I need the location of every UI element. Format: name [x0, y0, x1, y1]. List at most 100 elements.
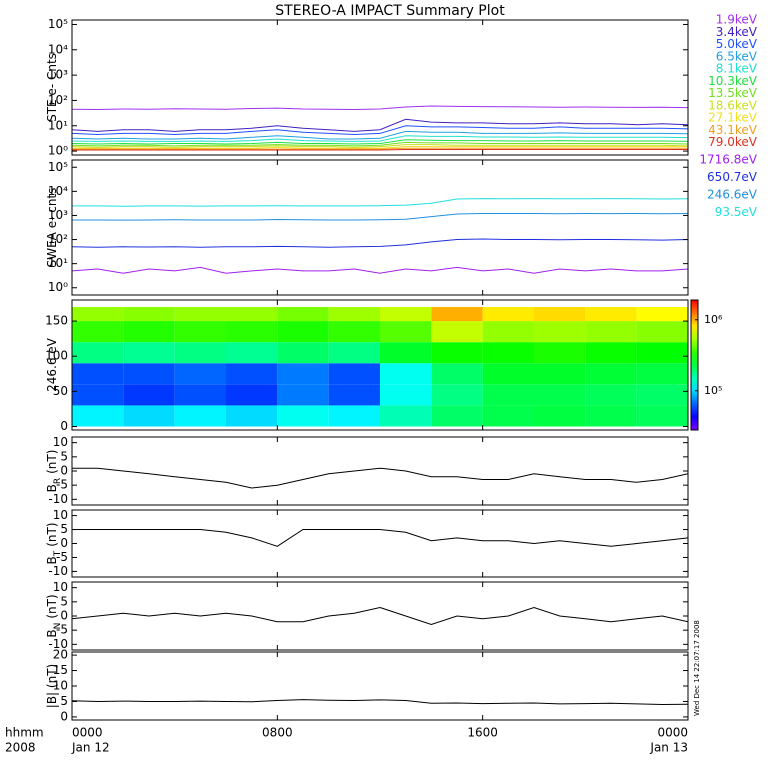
heat-cell	[226, 342, 278, 364]
title: STEREO-A IMPACT Summary Plot	[275, 3, 505, 19]
y-axis-label: BT (nT)	[45, 522, 63, 564]
heat-cell	[431, 405, 483, 427]
y-tick-label: 10¹	[48, 118, 68, 132]
panel-frame	[71, 299, 689, 431]
y-tick-label: -10	[48, 637, 68, 651]
heat-cell	[636, 342, 688, 364]
y-tick-label: 10¹	[48, 256, 68, 270]
legend-label: 27.1keV	[708, 111, 758, 125]
x-tick-label: 1600	[467, 726, 498, 740]
x-axis-label: hhmm	[5, 726, 44, 740]
heat-cell	[328, 307, 380, 322]
heat-cell	[277, 342, 329, 364]
heat-cell	[226, 307, 278, 322]
y-label-sub: N	[53, 623, 63, 630]
y-label-text: B	[45, 629, 59, 637]
y-tick-label: 0	[60, 709, 68, 723]
heat-cell	[380, 321, 432, 343]
heat-cell	[534, 307, 586, 322]
y-tick-label: -10	[48, 564, 68, 578]
heat-cell	[72, 405, 124, 427]
plot-area	[72, 307, 688, 427]
y-tick-label: 50	[53, 384, 68, 398]
series-line	[72, 141, 688, 147]
series-line	[72, 139, 688, 145]
heat-cell	[123, 307, 175, 322]
y-label-text: 246.6 eV	[45, 337, 59, 392]
series-line	[72, 105, 688, 111]
date-label: Jan 13	[649, 741, 688, 755]
y-axis-label: |B| (nT)	[45, 664, 59, 708]
heat-cell	[174, 384, 226, 406]
heat-cell	[534, 363, 586, 385]
series-line	[72, 149, 688, 151]
heat-cell	[482, 342, 534, 364]
legend-label: 10.3keV	[708, 74, 758, 88]
plot-area	[72, 529, 688, 547]
y-tick-label: 100	[45, 349, 68, 363]
heat-cell	[174, 307, 226, 322]
y-label-sub: R	[53, 478, 63, 484]
heat-cell	[636, 321, 688, 343]
y-label-text: STE e- Cnts	[45, 53, 59, 122]
series-line	[72, 606, 688, 626]
heat-cell	[277, 363, 329, 385]
y-tick-label: 5	[60, 594, 68, 608]
colorbar	[690, 299, 699, 431]
heat-cell	[123, 321, 175, 343]
heat-cell	[226, 363, 278, 385]
y-tick-label: 5	[60, 449, 68, 463]
heat-cell	[636, 363, 688, 385]
legend-label: 79.0keV	[708, 135, 758, 149]
heat-cell	[534, 342, 586, 364]
heat-cell	[380, 405, 432, 427]
heat-cell	[277, 384, 329, 406]
y-tick-label: 10⁵	[48, 160, 68, 174]
x-tick-label: 0000	[72, 726, 103, 740]
panel-frame	[71, 436, 689, 506]
heat-cell	[431, 307, 483, 322]
series-line	[72, 118, 688, 132]
legend-label: 93.5eV	[715, 205, 758, 219]
heat-cell	[328, 321, 380, 343]
y-tick-label: -5	[56, 623, 68, 637]
heat-cell	[482, 384, 534, 406]
series-line	[72, 238, 688, 248]
y-label-unit: (nT)	[45, 522, 59, 546]
heat-cell	[585, 342, 637, 364]
y-tick-label: -5	[56, 550, 68, 564]
heat-cell	[226, 321, 278, 343]
y-tick-label: 10²	[48, 232, 68, 246]
y-tick-label: 10³	[48, 208, 68, 222]
heat-cell	[380, 384, 432, 406]
heat-cell	[72, 363, 124, 385]
panel-frame	[71, 19, 689, 156]
series-line	[72, 144, 688, 148]
y-label-unit: (nT)	[45, 594, 59, 618]
y-tick-label: -5	[56, 478, 68, 492]
heat-cell	[123, 342, 175, 364]
series-line	[72, 467, 688, 489]
heat-cell	[174, 363, 226, 385]
y-tick-label: 5	[60, 694, 68, 708]
y-axis-label: 246.6 eV	[45, 337, 59, 392]
year-label: 2008	[5, 741, 36, 755]
plot-area	[72, 699, 688, 706]
series-line	[72, 130, 688, 140]
heat-cell	[123, 405, 175, 427]
y-tick-label: 10	[53, 679, 68, 693]
legend-label: 1.9keV	[716, 13, 758, 27]
timestamp: Wed Dec 14 22:07:17 2008	[693, 620, 701, 716]
panel-frame	[71, 509, 689, 578]
y-label-sub: T	[53, 550, 63, 557]
y-tick-label: 10⁰	[48, 280, 68, 294]
heat-cell	[72, 342, 124, 364]
y-tick-label: 5	[60, 522, 68, 536]
panel-frame	[71, 159, 689, 296]
y-tick-label: 10⁴	[48, 42, 68, 56]
series-line	[72, 529, 688, 547]
heat-cell	[277, 321, 329, 343]
heat-cell	[431, 363, 483, 385]
colorbar-tick-label: 10⁶	[704, 313, 723, 326]
heat-cell	[328, 384, 380, 406]
